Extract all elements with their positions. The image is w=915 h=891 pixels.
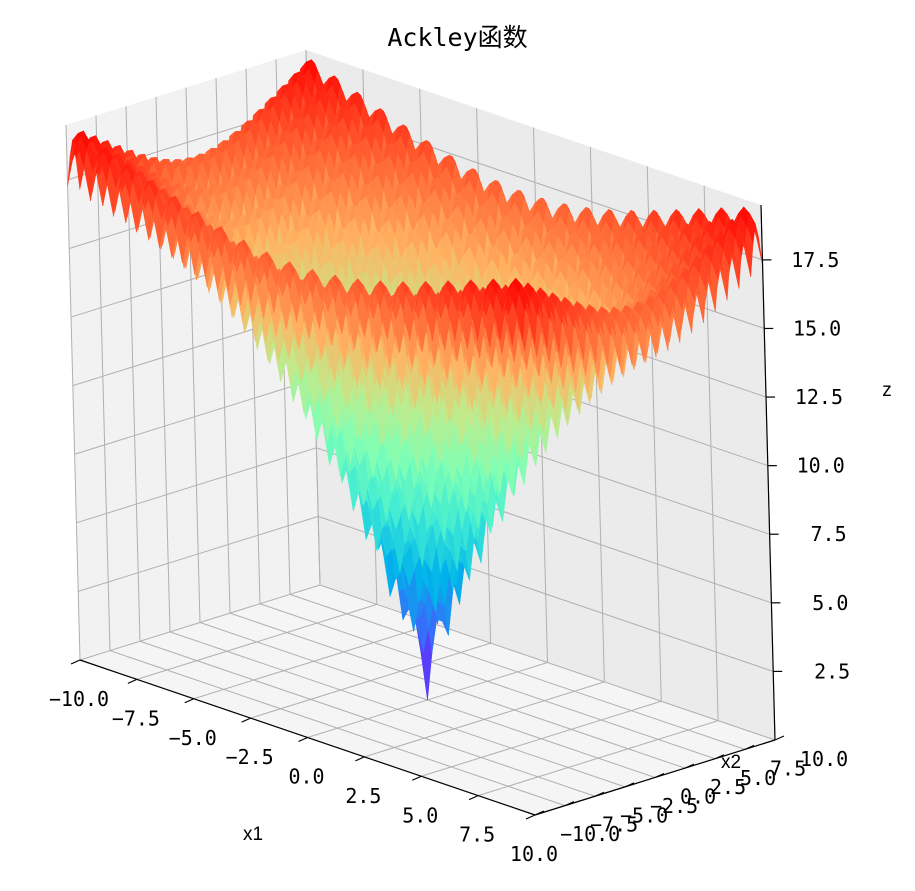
surface-mesh [67,59,763,701]
grid-line [289,593,746,750]
grid-line [78,515,319,592]
grid-line [169,631,626,788]
grid-line [74,378,315,455]
grid-line [65,124,81,661]
grid-line [229,612,686,769]
grid-line [319,584,776,741]
chart-title: Ackley函数 [387,23,528,52]
grid-line [139,640,596,797]
grid-line [76,447,317,524]
grid-line [259,603,716,760]
grid-line [95,115,111,651]
grid-line [109,650,566,807]
